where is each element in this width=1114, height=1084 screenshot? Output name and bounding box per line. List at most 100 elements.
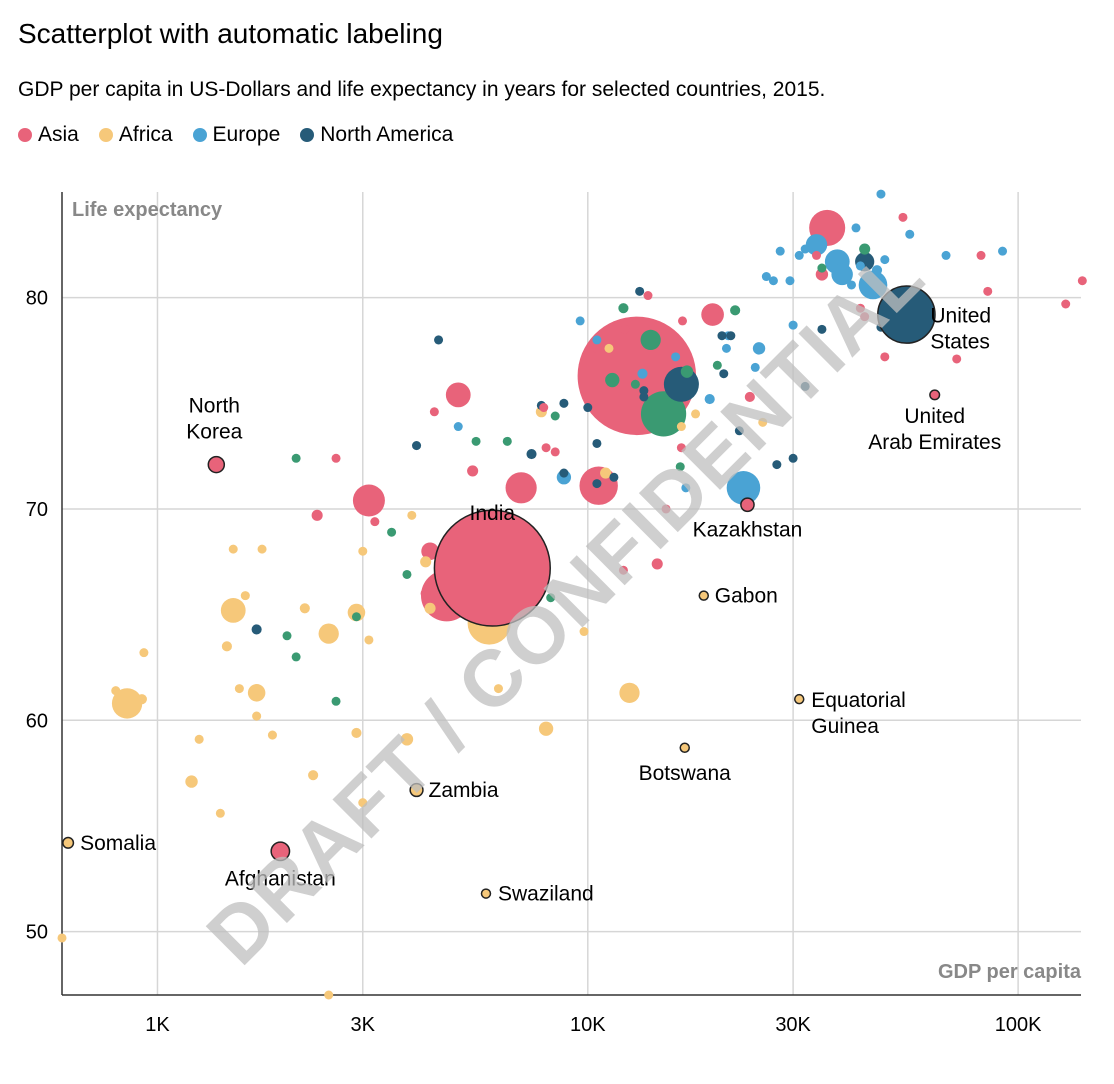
data-point <box>831 263 853 286</box>
data-point <box>858 270 888 300</box>
labeled-data-point <box>877 285 936 344</box>
legend-dot-europe <box>192 128 207 142</box>
axes <box>61 192 1081 996</box>
data-point <box>592 335 602 345</box>
data-point <box>619 682 640 703</box>
data-point <box>859 243 871 255</box>
data-point <box>579 627 589 637</box>
data-point <box>788 453 798 463</box>
labeled-data-point <box>207 455 226 474</box>
data-point <box>701 303 724 326</box>
data-point <box>618 303 629 314</box>
y-tick-label: 50 <box>26 922 48 944</box>
tick-labels: 50 60 70 80 1K 3K 10K 30K 100K <box>26 288 1042 1036</box>
labeled-points <box>62 285 941 899</box>
data-point <box>252 711 262 721</box>
data-point <box>308 770 319 781</box>
data-point <box>768 276 778 286</box>
data-point <box>635 286 645 296</box>
data-point <box>744 391 755 403</box>
data-point <box>640 391 687 437</box>
y-tick-label: 70 <box>26 499 48 521</box>
data-point <box>639 386 649 396</box>
country-label: Somalia <box>80 832 156 855</box>
labeled-data-point <box>480 888 492 899</box>
data-point <box>639 392 649 402</box>
data-point <box>559 468 569 478</box>
data-point <box>402 569 412 579</box>
data-point <box>846 280 857 290</box>
data-point <box>905 229 915 239</box>
data-point <box>976 250 986 260</box>
data-points <box>57 189 1087 1000</box>
data-point <box>721 343 731 353</box>
data-point <box>1077 276 1087 286</box>
data-point <box>351 727 362 739</box>
country-label: Botswana <box>639 762 732 785</box>
data-point <box>311 509 323 521</box>
data-point <box>111 688 143 719</box>
data-point <box>643 291 653 301</box>
legend: Asia Africa Europe North America <box>18 123 453 147</box>
labeled-data-point <box>740 497 755 513</box>
country-label: Swaziland <box>498 883 594 906</box>
data-point <box>592 438 602 448</box>
data-point <box>860 312 870 322</box>
data-point <box>291 453 301 463</box>
data-point <box>651 558 663 570</box>
data-point <box>352 484 385 517</box>
data-point <box>550 411 560 421</box>
data-point <box>817 263 827 273</box>
labeled-data-point <box>409 782 424 798</box>
data-point <box>941 250 951 260</box>
data-point <box>445 382 471 408</box>
data-point <box>358 546 368 556</box>
data-point <box>493 684 503 694</box>
x-tick-label: 10K <box>570 1014 606 1036</box>
data-point <box>471 436 481 446</box>
data-point <box>221 641 232 652</box>
country-label: Zambia <box>429 779 499 802</box>
data-point <box>604 343 614 353</box>
data-point <box>318 623 339 644</box>
chart-subtitle: GDP per capita in US-Dollars and life ex… <box>18 78 826 101</box>
data-point <box>675 462 685 472</box>
data-point <box>412 441 422 451</box>
country-label: Kazakhstan <box>693 519 803 542</box>
data-point <box>592 343 602 353</box>
data-point <box>434 335 444 345</box>
data-point <box>453 422 463 432</box>
data-point <box>952 354 962 364</box>
data-point <box>680 365 694 378</box>
country-label: Afghanistan <box>225 867 336 890</box>
data-point <box>267 730 277 740</box>
data-point <box>234 684 244 694</box>
legend-dot-north-america <box>300 128 315 142</box>
data-point <box>505 472 537 504</box>
data-point <box>400 733 414 746</box>
labeled-data-point <box>270 841 291 862</box>
data-point <box>676 443 686 453</box>
data-point <box>420 588 431 599</box>
data-point <box>194 734 204 744</box>
data-point <box>364 635 374 645</box>
data-point <box>538 721 554 736</box>
data-point <box>880 352 890 362</box>
data-point <box>467 465 479 477</box>
data-point <box>331 696 341 706</box>
data-point <box>291 652 301 662</box>
data-point <box>761 272 771 282</box>
country-label: States <box>930 331 990 354</box>
data-point <box>139 648 149 658</box>
legend-label-north-america: North America <box>320 123 454 146</box>
legend-label-asia: Asia <box>38 123 79 146</box>
data-point <box>719 369 729 379</box>
data-point <box>575 316 585 326</box>
country-labels: North Korea India United States United Arab Em… <box>80 305 1001 906</box>
y-tick-label: 80 <box>26 288 48 310</box>
data-point <box>539 403 549 413</box>
data-point <box>583 403 593 413</box>
legend-item-north-america: North America <box>300 123 453 147</box>
data-point <box>502 436 512 446</box>
